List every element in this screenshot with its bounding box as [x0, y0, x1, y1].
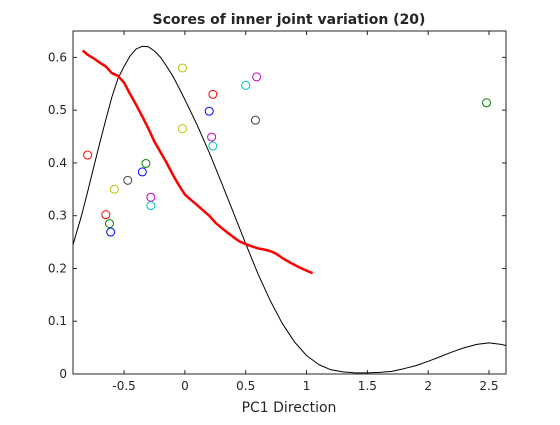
- scatter-point: [208, 141, 218, 151]
- scatter-point: [123, 175, 133, 185]
- scatter-point: [83, 150, 93, 160]
- score-trace-line: [81, 49, 314, 275]
- x-tick-label: 1: [303, 379, 311, 393]
- x-tick-label: 0.5: [236, 379, 255, 393]
- y-tick-label: 0: [59, 367, 67, 381]
- scatter-point: [109, 184, 119, 194]
- y-tick-label: 0.3: [48, 209, 67, 223]
- y-tick-label: 0.4: [48, 156, 67, 170]
- scatter-point: [482, 98, 492, 108]
- scatter-point: [204, 106, 214, 116]
- scatter-point: [207, 132, 217, 142]
- scatter-point: [177, 63, 187, 73]
- scatter-point: [146, 201, 156, 211]
- y-tick-label: 0.1: [48, 314, 67, 328]
- x-tick-label: 1.5: [358, 379, 377, 393]
- scatter-point: [177, 124, 187, 134]
- x-axis-label: PC1 Direction: [242, 400, 337, 416]
- x-tick-label: -0.5: [112, 379, 135, 393]
- scatter-point: [106, 227, 116, 237]
- scatter-point: [141, 158, 151, 168]
- x-tick-label: 0: [181, 379, 189, 393]
- scatter-point: [104, 219, 114, 229]
- x-tick-label: 2.5: [479, 379, 498, 393]
- scatter-point: [252, 72, 262, 82]
- plot-area: -0.5 0 0.5 1 1.5 2 2.5 0 0.1 0.2 0.3 0.4 0.5 0.6: [48, 30, 507, 393]
- density-curve: [73, 45, 506, 374]
- x-tick-label: 2: [424, 379, 432, 393]
- scatter-point: [250, 115, 260, 125]
- scatter-point: [101, 210, 111, 220]
- y-tick-label: 0.6: [48, 50, 67, 64]
- scatter-point: [137, 167, 147, 177]
- chart-title: Scores of inner joint variation (20): [153, 12, 426, 28]
- scatter-point: [208, 89, 218, 99]
- y-tick-label: 0.5: [48, 103, 67, 117]
- scatter-point: [241, 80, 251, 90]
- y-tick-label: 0.2: [48, 261, 67, 275]
- axes-box: [72, 30, 507, 375]
